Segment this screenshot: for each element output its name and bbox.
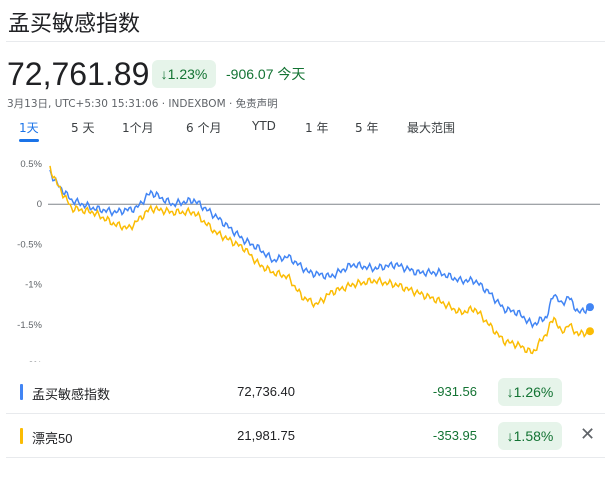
y-tick-label: 0 xyxy=(37,199,42,210)
change-amount: -906.07 今天 xyxy=(226,64,305,84)
price-chart[interactable]: 0.5%0-0.5%-1%-1.5%-2%09:3011:3013:3015:3… xyxy=(0,152,605,362)
series-line xyxy=(49,169,591,329)
series-pct-badge: ↓1.26% xyxy=(498,378,562,406)
compare-row[interactable]: 漂亮50 21,981.75 -353.95 ↓1.58% ✕ xyxy=(6,416,605,456)
series-end-dot xyxy=(586,327,594,336)
series-value: 72,736.40 xyxy=(237,384,295,399)
page-title: 孟买敏感指数 xyxy=(8,12,141,37)
tab-range[interactable]: 1 年 xyxy=(305,121,329,135)
divider xyxy=(6,413,605,414)
series-end-dot xyxy=(586,303,594,312)
series-name: 孟买敏感指数 xyxy=(32,387,111,402)
y-tick-label: -1.5% xyxy=(17,320,42,331)
tab-range[interactable]: 5 天 xyxy=(71,121,95,135)
meta-info: 3月13日, UTC+5:30 15:31:06 · INDEXBOM · 免责… xyxy=(7,98,278,110)
tab-range[interactable]: 1天 xyxy=(19,121,39,142)
series-line xyxy=(49,165,591,355)
series-change: -931.56 xyxy=(432,384,477,399)
series-change: -353.95 xyxy=(432,428,477,443)
current-price: 72,761.89 xyxy=(7,56,150,92)
series-color-marker xyxy=(20,428,23,444)
tab-range[interactable]: 6 个月 xyxy=(186,121,222,135)
series-pct-badge: ↓1.58% xyxy=(498,422,562,450)
y-tick-label: -2% xyxy=(25,360,42,362)
y-tick-label: -0.5% xyxy=(17,239,42,250)
change-percent-badge: ↓1.23% xyxy=(152,60,216,88)
tab-range[interactable]: 5 年 xyxy=(355,121,379,135)
tab-range[interactable]: 最大范围 xyxy=(407,121,456,135)
series-color-marker xyxy=(20,384,23,400)
change-period: 今天 xyxy=(277,66,306,82)
divider xyxy=(6,457,605,458)
series-value: 21,981.75 xyxy=(237,428,295,443)
compare-row[interactable]: 孟买敏感指数 72,736.40 -931.56 ↓1.26% xyxy=(6,372,605,412)
y-tick-label: 0.5% xyxy=(20,159,42,170)
y-tick-label: -1% xyxy=(25,280,42,291)
change-abs: -906.07 xyxy=(226,66,274,82)
series-name: 漂亮50 xyxy=(32,431,73,446)
divider xyxy=(6,41,605,42)
tab-range[interactable]: YTD xyxy=(252,119,276,133)
remove-comparison-close-icon[interactable]: ✕ xyxy=(580,424,596,444)
tab-range[interactable]: 1个月 xyxy=(122,121,154,135)
